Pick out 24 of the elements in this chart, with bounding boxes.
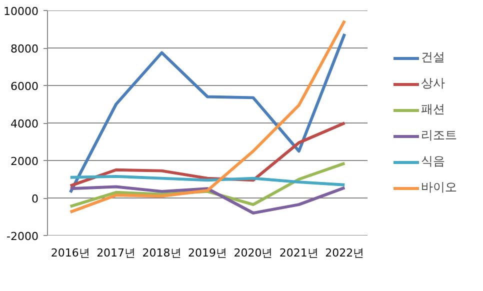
- y-tick-label: 2000: [10, 155, 39, 168]
- legend-label: 식음: [421, 153, 445, 170]
- x-tick-label: 2020년: [234, 246, 273, 260]
- legend-label: 리조트: [421, 127, 457, 144]
- legend-label: 패션: [421, 101, 445, 118]
- line-series: [68, 32, 346, 194]
- x-tick-label: 2016년: [50, 246, 90, 260]
- line-series: [68, 174, 346, 186]
- x-tick-label: 2019년: [188, 246, 228, 260]
- legend-label: 상사: [421, 75, 445, 92]
- x-tick-label: 2017년: [96, 246, 136, 260]
- y-tick-label: 8000: [10, 42, 39, 56]
- y-tick-label: 0: [32, 192, 38, 206]
- line-series: [68, 19, 346, 214]
- x-tick-label: 2018년: [142, 246, 182, 260]
- y-tick-label: 4000: [10, 118, 39, 130]
- y-tick-label: 10000: [4, 5, 39, 18]
- line-series: [68, 185, 346, 214]
- x-tick-label: 2021년: [279, 246, 318, 260]
- x-tick-label: 2022년: [325, 246, 364, 260]
- legend-label: 바이오: [421, 179, 457, 196]
- y-tick-label: 6000: [10, 80, 39, 93]
- legend-label: 건설: [421, 49, 445, 66]
- y-tick-label: -2000: [6, 230, 39, 243]
